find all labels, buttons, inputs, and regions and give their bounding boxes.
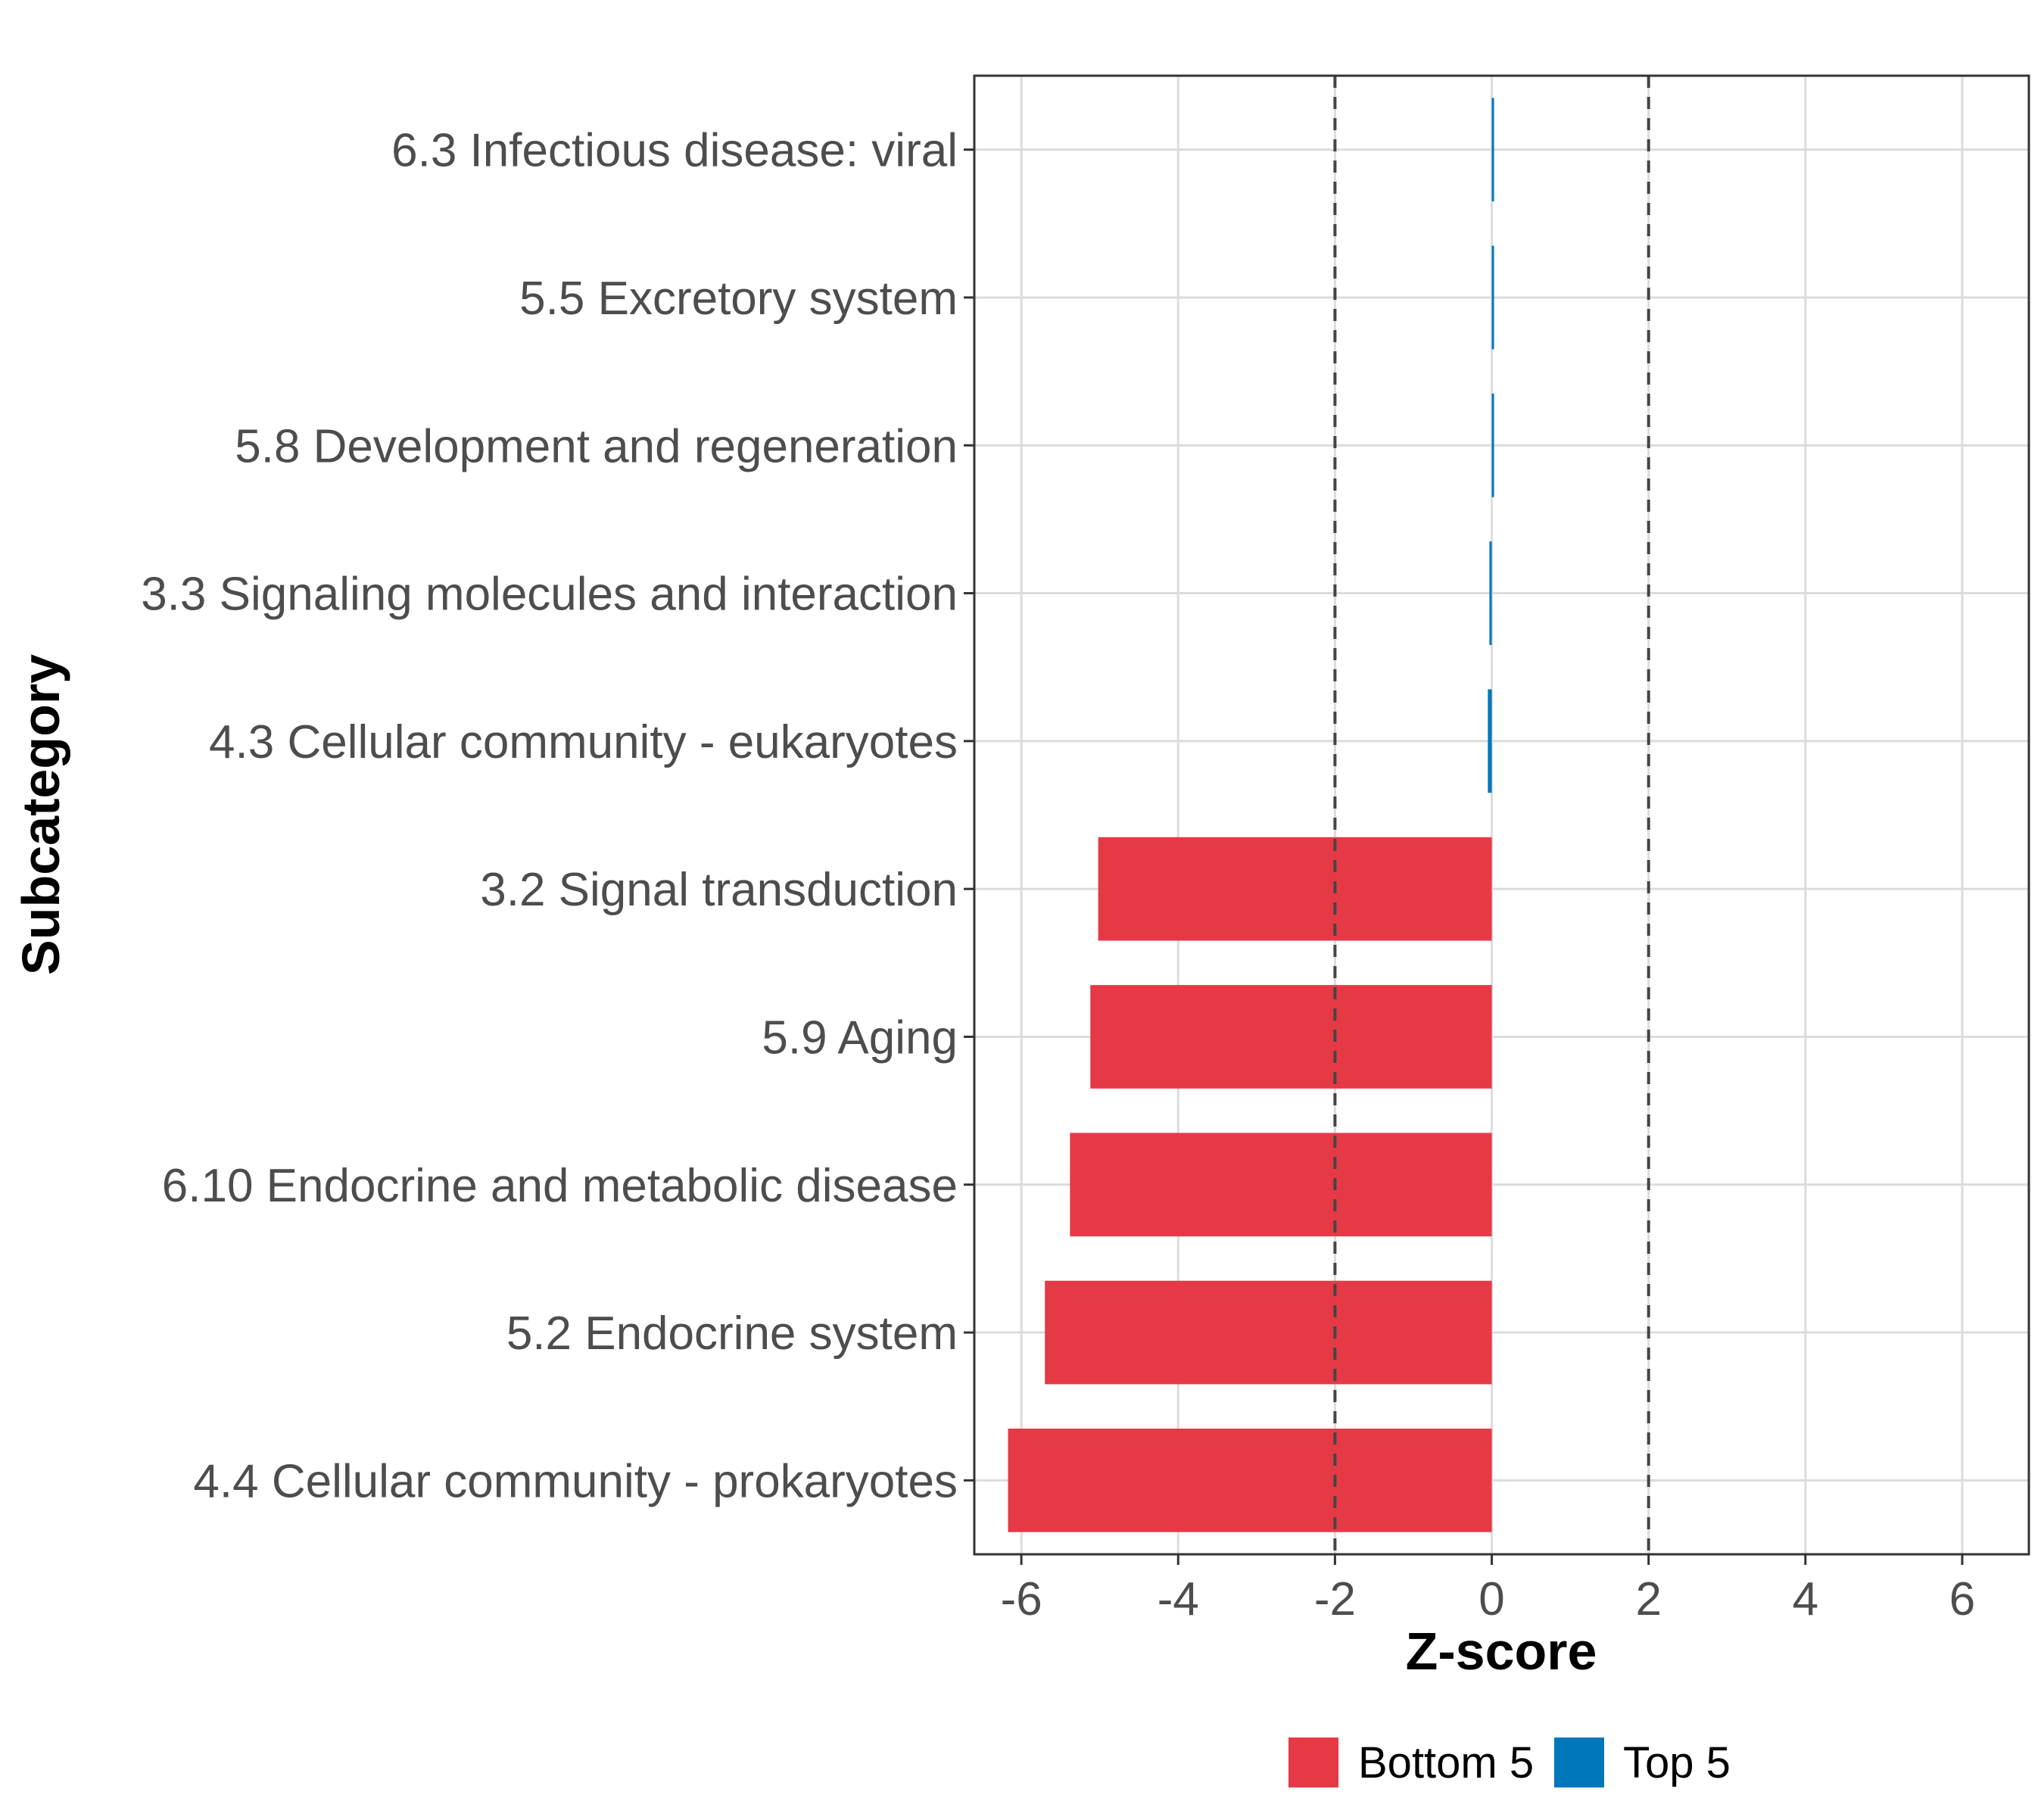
legend-label-1: Bottom 5 [1358,1738,1534,1787]
bar-5 [1488,689,1492,793]
category-label: 6.3 Infectious disease: viral [391,125,958,177]
bar-1 [1491,98,1494,202]
x-tick-label: -4 [1158,1573,1199,1625]
bar-6 [1098,837,1492,941]
category-label: 4.4 Cellular community - prokaryotes [193,1455,958,1507]
bar-9 [1045,1280,1492,1385]
y-axis-title: Subcategory [11,654,70,975]
x-tick-label: 6 [1949,1573,1975,1625]
bars [1008,98,1494,1532]
bar-2 [1491,245,1494,350]
bar-4 [1489,541,1492,645]
bar-3 [1491,393,1494,497]
x-tick-label: 0 [1478,1573,1504,1625]
bar-8 [1070,1133,1492,1237]
category-label: 5.8 Development and regeneration [235,420,958,472]
legend-swatch-2 [1554,1738,1604,1787]
bar-10 [1008,1428,1492,1532]
category-label: 6.10 Endocrine and metabolic disease [162,1160,958,1212]
y-axis: 6.3 Infectious disease: viral 5.5 Excreto… [141,125,974,1507]
x-tick-label: 4 [1793,1573,1818,1625]
x-tick-label: -2 [1314,1573,1356,1625]
grid-lines [974,76,2029,1554]
category-label: 4.3 Cellular community - eukaryotes [209,716,958,768]
legend: Bottom 5 Top 5 [1288,1738,1731,1787]
reference-lines [1333,76,1650,1554]
category-label: 5.2 Endocrine system [506,1307,958,1360]
category-label: 3.3 Signaling molecules and interaction [141,569,958,621]
x-axis-title: Z-score [1406,1622,1597,1681]
legend-label-2: Top 5 [1623,1738,1731,1787]
x-tick-label: 2 [1635,1573,1661,1625]
category-label: 3.2 Signal transduction [480,864,958,916]
plot-border [973,74,2030,1556]
category-label: 5.5 Excretory system [519,273,958,325]
bar-7 [1090,985,1492,1089]
category-label: 5.9 Aging [762,1011,958,1064]
x-axis: -6 -4 -2 0 2 4 6 [1001,1554,1975,1625]
x-tick-label: -6 [1001,1573,1042,1625]
legend-swatch-1 [1288,1738,1338,1787]
